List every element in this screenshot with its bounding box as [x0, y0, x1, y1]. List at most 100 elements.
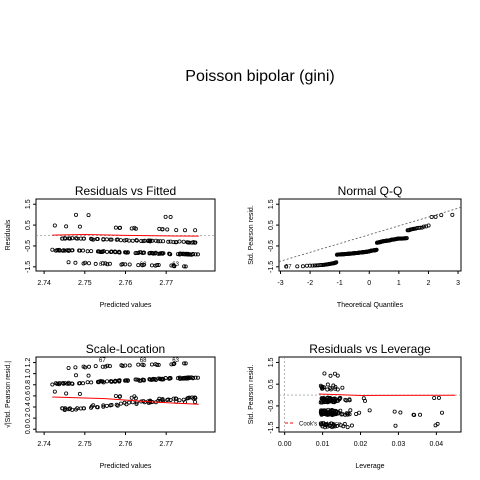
data-point [93, 364, 98, 369]
y-tick-label: 1.5 [25, 199, 32, 209]
data-point [115, 237, 120, 242]
data-point [125, 378, 130, 383]
y-tick-label: -0.5 [268, 400, 275, 412]
y-tick-label: 1.2 [25, 358, 32, 368]
x-tick-label: 0.00 [278, 441, 292, 448]
data-point [321, 410, 326, 415]
data-point [123, 250, 128, 255]
data-point [117, 225, 122, 230]
data-point [138, 250, 143, 255]
data-point [74, 236, 79, 241]
data-point [334, 260, 339, 265]
data-point [120, 364, 125, 369]
data-point [125, 250, 130, 255]
data-point [174, 396, 179, 401]
data-point [107, 364, 112, 369]
data-point [335, 373, 340, 378]
plot-area [278, 206, 462, 269]
data-point [109, 237, 114, 242]
data-point [321, 420, 326, 425]
data-point [95, 249, 100, 254]
data-point [362, 398, 367, 403]
data-point [62, 407, 67, 412]
data-point [300, 264, 305, 269]
data-point [328, 398, 333, 403]
data-point [81, 248, 86, 253]
x-tick-label: 2.77 [159, 280, 173, 287]
data-point [338, 408, 343, 413]
panel-1: Residuals vs Fitted 2.74 2.75 2.76 2.77 -1.5 -… [5, 184, 216, 309]
data-point [193, 375, 198, 380]
data-point [134, 377, 139, 382]
data-point [134, 238, 139, 243]
data-point [99, 379, 104, 384]
data-point [50, 382, 55, 387]
data-point [91, 237, 96, 242]
data-point [319, 262, 324, 267]
data-point [333, 384, 338, 389]
data-point [55, 248, 60, 253]
data-point [333, 260, 338, 265]
data-point [418, 225, 423, 230]
y-tick-label: 0.8 [25, 380, 32, 390]
plot-frame [278, 356, 462, 433]
data-point [419, 225, 424, 230]
data-point [104, 237, 109, 242]
data-point [165, 227, 170, 232]
point-label: 67 [99, 262, 106, 268]
legend: Cook's distance [285, 422, 342, 428]
data-point [398, 410, 403, 415]
data-point [78, 236, 83, 241]
data-point [153, 263, 158, 268]
data-point [321, 385, 326, 390]
point-label: 68 [140, 262, 147, 268]
data-point [136, 250, 141, 255]
data-point [118, 401, 123, 406]
plot-area [50, 361, 200, 412]
data-point [190, 252, 195, 257]
data-point [157, 251, 162, 256]
data-point [74, 407, 79, 412]
data-point [122, 238, 127, 243]
data-point [95, 236, 100, 241]
y-tick-label: -1.5 [268, 261, 275, 273]
data-point [332, 400, 337, 405]
data-point [348, 408, 353, 413]
x-tick-label: 2.75 [78, 441, 92, 448]
data-point [57, 247, 62, 252]
data-point [171, 396, 176, 401]
x-tick-label: 2.77 [159, 441, 173, 448]
x-tick-label: 2.76 [119, 441, 133, 448]
data-point [325, 409, 330, 414]
data-point [86, 213, 91, 218]
data-point [93, 261, 98, 266]
data-point [77, 391, 82, 396]
data-point [136, 263, 141, 268]
data-point [74, 373, 79, 378]
data-point [320, 396, 325, 401]
data-point [326, 398, 331, 403]
data-point [138, 378, 143, 383]
panel-title: Normal Q-Q [338, 184, 403, 198]
data-point [115, 403, 120, 408]
data-point [55, 381, 60, 386]
data-point [74, 212, 79, 217]
x-tick-label: -1 [337, 280, 343, 287]
data-point [65, 381, 70, 386]
data-point [367, 408, 372, 413]
data-point [60, 236, 65, 241]
data-point [325, 387, 330, 392]
data-point [186, 240, 191, 245]
data-point [168, 252, 173, 257]
data-point [421, 224, 426, 229]
data-point [127, 238, 132, 243]
y-tick-label: 0.0 [25, 424, 32, 434]
data-point [374, 247, 379, 252]
data-point [185, 375, 190, 380]
data-point [178, 376, 183, 381]
data-point [147, 251, 152, 256]
panel-4: Residuals vs Leverage 0.00 0.01 0.02 0.03 0.0… [248, 342, 462, 470]
data-point [163, 376, 168, 381]
y-tick-label: 1.5 [268, 199, 275, 209]
data-point [393, 423, 398, 428]
